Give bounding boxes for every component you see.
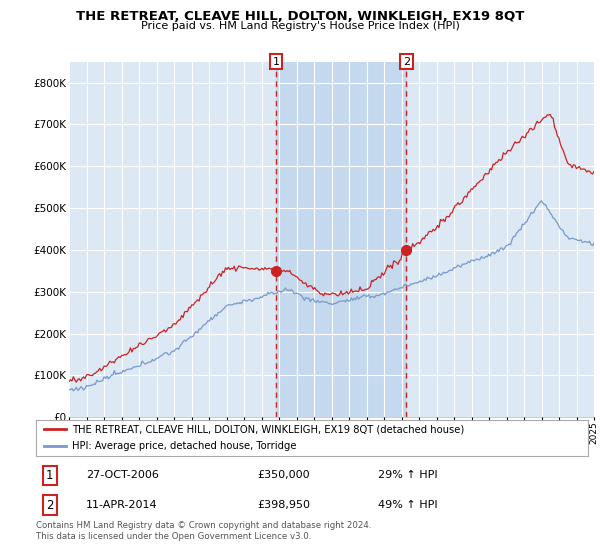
Text: THE RETREAT, CLEAVE HILL, DOLTON, WINKLEIGH, EX19 8QT: THE RETREAT, CLEAVE HILL, DOLTON, WINKLE…	[76, 10, 524, 23]
Text: £350,000: £350,000	[257, 470, 310, 480]
Text: 2: 2	[403, 57, 410, 67]
Text: 27-OCT-2006: 27-OCT-2006	[86, 470, 158, 480]
Text: 1: 1	[272, 57, 280, 67]
Text: Contains HM Land Registry data © Crown copyright and database right 2024.
This d: Contains HM Land Registry data © Crown c…	[36, 521, 371, 541]
Text: £398,950: £398,950	[257, 500, 310, 510]
Text: 2: 2	[46, 498, 53, 512]
Text: 1: 1	[46, 469, 53, 482]
Text: HPI: Average price, detached house, Torridge: HPI: Average price, detached house, Torr…	[72, 441, 296, 451]
Bar	[276, 62, 406, 417]
Text: 29% ↑ HPI: 29% ↑ HPI	[378, 470, 438, 480]
Text: 11-APR-2014: 11-APR-2014	[86, 500, 157, 510]
Text: 49% ↑ HPI: 49% ↑ HPI	[378, 500, 438, 510]
Text: THE RETREAT, CLEAVE HILL, DOLTON, WINKLEIGH, EX19 8QT (detached house): THE RETREAT, CLEAVE HILL, DOLTON, WINKLE…	[72, 424, 464, 434]
Text: Price paid vs. HM Land Registry's House Price Index (HPI): Price paid vs. HM Land Registry's House …	[140, 21, 460, 31]
